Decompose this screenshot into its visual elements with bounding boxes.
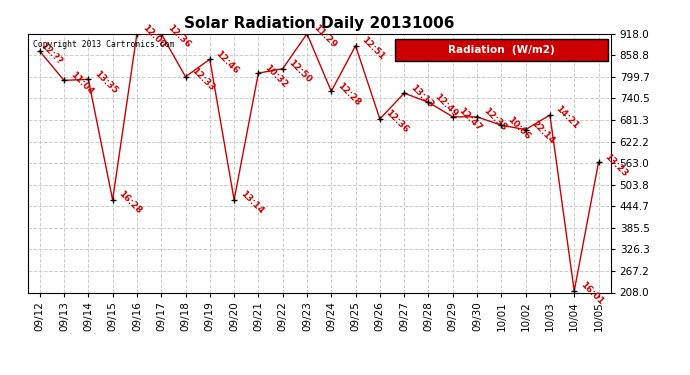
- Text: 12:36: 12:36: [384, 108, 411, 135]
- FancyBboxPatch shape: [395, 39, 608, 61]
- Title: Solar Radiation Daily 20131006: Solar Radiation Daily 20131006: [184, 16, 455, 31]
- Text: 14:21: 14:21: [554, 105, 581, 131]
- Text: 16:01: 16:01: [578, 280, 605, 307]
- Text: 13:14: 13:14: [238, 189, 265, 216]
- Text: 10:06: 10:06: [506, 115, 532, 141]
- Text: 12:??: 12:??: [39, 41, 63, 66]
- Text: 12:50: 12:50: [287, 58, 313, 85]
- Text: 13:35: 13:35: [92, 69, 119, 95]
- Text: Copyright 2013 Cartronics.com: Copyright 2013 Cartronics.com: [33, 40, 175, 49]
- Text: 12:38: 12:38: [481, 106, 508, 133]
- Text: 22:14: 22:14: [530, 119, 556, 146]
- Text: 11:29: 11:29: [311, 23, 338, 50]
- Text: 12:47: 12:47: [457, 106, 484, 133]
- Text: 12:46: 12:46: [214, 49, 241, 75]
- Text: 11:04: 11:04: [68, 70, 95, 96]
- Text: 16:28: 16:28: [117, 189, 144, 216]
- Text: 12:49: 12:49: [433, 92, 460, 118]
- Text: 13:23: 13:23: [602, 152, 629, 178]
- Text: 12:00: 12:00: [141, 23, 168, 50]
- Text: 12:51: 12:51: [359, 35, 386, 62]
- Text: 12:33: 12:33: [190, 66, 216, 93]
- Text: 10:32: 10:32: [263, 63, 289, 89]
- Text: 13:13: 13:13: [408, 82, 435, 109]
- Text: 12:28: 12:28: [335, 81, 362, 107]
- Text: 12:36: 12:36: [166, 23, 192, 50]
- Text: Radiation  (W/m2): Radiation (W/m2): [448, 45, 555, 55]
